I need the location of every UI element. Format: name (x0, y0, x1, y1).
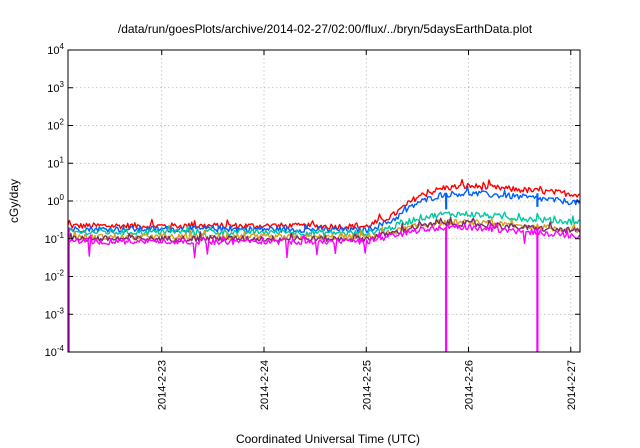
data-series (67, 178, 581, 352)
y-tick-label: 10-4 (45, 344, 65, 359)
x-tick-label: 2014-2-27 (566, 360, 578, 410)
y-axis-label: cGy/day (7, 179, 21, 223)
y-tick-label: 10-1 (45, 231, 65, 246)
series-line-6 (67, 222, 581, 259)
x-tick-label: 2014-2-25 (361, 360, 373, 410)
y-tick-label: 10-2 (45, 269, 65, 284)
gridlines (68, 50, 580, 352)
x-axis-label: Coordinated Universal Time (UTC) (236, 432, 420, 446)
y-tick-label: 103 (47, 80, 64, 95)
y-tick-label: 10-3 (45, 306, 65, 321)
x-tick-label: 2014-2-23 (157, 360, 169, 410)
series-line-2 (67, 186, 581, 234)
series-line-1 (67, 178, 580, 230)
series-line-3 (67, 211, 580, 237)
y-tick-label: 104 (47, 42, 64, 57)
y-tick-label: 100 (47, 193, 64, 208)
y-tick-label: 101 (47, 155, 64, 170)
y-tick-label: 102 (47, 118, 64, 133)
axis-ticks: 104 103 102 101 100 10-1 10-2 10-3 10-4 2014-2-23… (45, 42, 580, 410)
chart-title: /data/run/goesPlots/archive/2014-02-27/0… (118, 22, 533, 36)
x-tick-label: 2014-2-26 (464, 360, 476, 410)
x-tick-label: 2014-2-24 (259, 360, 271, 410)
